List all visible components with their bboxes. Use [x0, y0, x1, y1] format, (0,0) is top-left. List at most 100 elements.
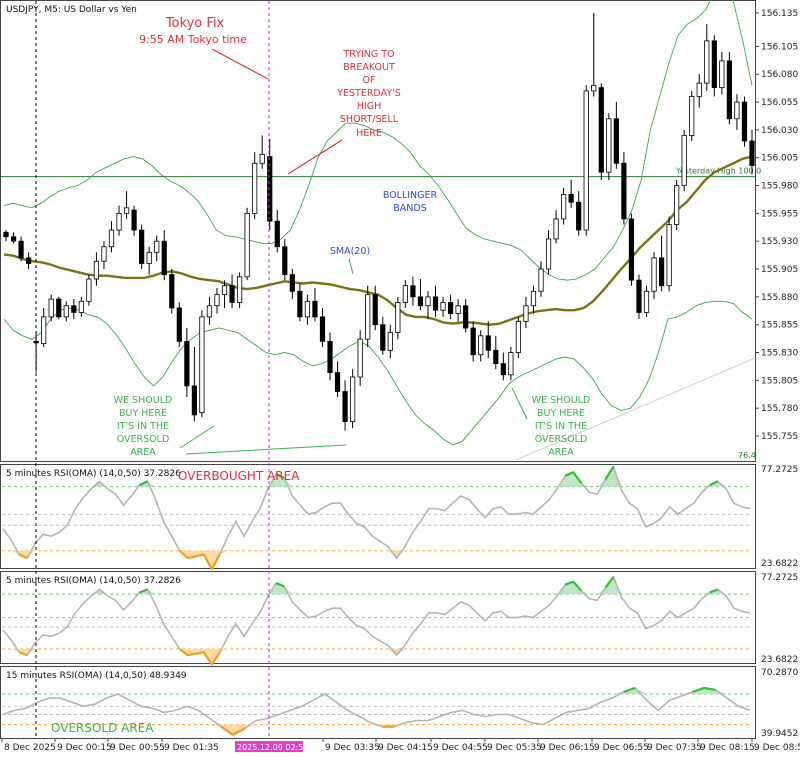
rsi-panel-2-title: 5 minutes RSI(OMA) (14,0,50) 37.2826	[6, 576, 181, 586]
bull-candle-body	[48, 298, 54, 318]
bear-candle-body	[312, 300, 318, 318]
candle	[319, 307, 326, 347]
bull-candle-body	[357, 338, 363, 378]
candle	[161, 230, 167, 281]
bear-candle-body	[628, 218, 635, 281]
overbought-area-label: OVERBOUGHT AREA	[178, 469, 300, 483]
candle	[515, 316, 522, 359]
lower-band-line	[3, 300, 753, 446]
bear-candle-body	[3, 231, 9, 238]
candle	[3, 230, 9, 242]
bear-candle-body	[297, 290, 303, 318]
candle	[56, 296, 62, 320]
candle	[500, 352, 506, 381]
bull-candle-body	[515, 320, 522, 353]
bear-candle-body	[131, 209, 137, 231]
candle	[658, 235, 665, 292]
bear-candle-body	[417, 296, 424, 307]
price-tick-label: 156.030	[761, 126, 798, 136]
candle	[538, 261, 544, 297]
candle	[101, 241, 107, 270]
svg-text:BANDS: BANDS	[393, 203, 426, 214]
svg-text:WE SHOULD: WE SHOULD	[114, 395, 173, 406]
svg-text:WE SHOULD: WE SHOULD	[532, 395, 591, 406]
tokyo-fix-arrow	[211, 48, 269, 80]
rsi-oversold-segment	[18, 651, 28, 657]
rsi-oversold-segment	[195, 553, 205, 558]
rsi-overbought-segment	[275, 472, 285, 479]
candle	[342, 380, 348, 431]
rsi-panel-2-frame	[0, 571, 756, 664]
bear-candle-body	[380, 324, 386, 351]
candle	[116, 205, 122, 236]
price-tick-label: 155.905	[761, 265, 798, 275]
bull-candle-body	[146, 251, 152, 264]
price-tick-label: 155.880	[761, 293, 798, 303]
candle	[606, 113, 612, 180]
candle	[372, 285, 378, 331]
tokyo-fix-annotation: Tokyo Fix	[165, 16, 225, 31]
bull-candle-body	[674, 185, 680, 225]
overbought-fill	[3, 576, 750, 595]
trend-line[interactable]	[515, 357, 756, 461]
bear-candle-body	[274, 220, 280, 248]
rsi-3-min-label: 39.9452	[761, 729, 798, 739]
candle	[749, 129, 755, 175]
breakout-annotation: TRYING TO BREAKOUT OF YESTERDAY'S HIGH S…	[336, 49, 401, 139]
candle	[199, 310, 205, 418]
time-label: 9 Dec 06:15	[540, 743, 595, 753]
rsi-2-max-label: 77.2725	[761, 573, 798, 583]
bear-candle-body	[485, 335, 491, 351]
bull-candle-body	[116, 212, 122, 231]
price-tick-label: 155.955	[761, 209, 798, 219]
rsi-panel-3-frame	[0, 666, 756, 739]
bear-candle-body	[327, 340, 333, 373]
rsi-oversold-segment	[232, 727, 245, 736]
rsi-overbought-segment	[139, 588, 148, 594]
candle	[666, 216, 672, 292]
candle	[10, 232, 17, 244]
candle	[139, 224, 145, 270]
candle	[176, 302, 182, 347]
time-label: 9 Dec 03:35	[325, 743, 380, 753]
candle	[621, 152, 627, 225]
bear-candle-body	[342, 391, 348, 422]
bear-candle-body	[749, 140, 755, 166]
bear-candle-body	[711, 40, 717, 88]
price-tick-label: 156.005	[761, 154, 798, 164]
candle	[259, 135, 265, 169]
time-label: 9 Dec 01:35	[164, 743, 219, 753]
bear-candle-body	[319, 316, 326, 342]
bear-candle-body	[139, 229, 145, 264]
candle	[267, 138, 273, 231]
rsi-overbought-segment	[564, 471, 574, 477]
time-label: 9 Dec 06:55	[594, 743, 649, 753]
candle	[674, 179, 680, 231]
bear-candle-body	[169, 274, 175, 309]
rsi-panel-1-frame	[0, 464, 756, 569]
candle	[598, 83, 604, 180]
rsi-overbought-segment	[703, 686, 716, 692]
buy-left-arrow-2	[185, 444, 347, 455]
candle	[297, 283, 303, 322]
rsi-overbought-segment	[572, 471, 583, 484]
bollinger-annotation: BOLLINGER BANDS	[383, 190, 438, 214]
candle	[440, 296, 446, 317]
svg-text:AREA: AREA	[130, 447, 156, 458]
price-tick-label: 155.980	[761, 182, 798, 192]
bull-candle-body	[689, 96, 695, 136]
rsi-oversold-segment	[178, 549, 189, 559]
candle	[591, 13, 597, 97]
candle	[402, 280, 408, 308]
candle	[252, 152, 258, 219]
rsi-overbought-segment	[139, 480, 149, 486]
bull-candle-body	[704, 40, 710, 84]
rsi-oversold-segment	[187, 555, 197, 560]
bull-candle-body	[455, 305, 461, 314]
candle	[108, 221, 115, 253]
candle	[523, 296, 529, 329]
rsi-overbought-segment	[604, 466, 615, 481]
bull-candle-body	[440, 302, 446, 311]
time-label: 2025.12.09 02:55	[237, 743, 308, 752]
